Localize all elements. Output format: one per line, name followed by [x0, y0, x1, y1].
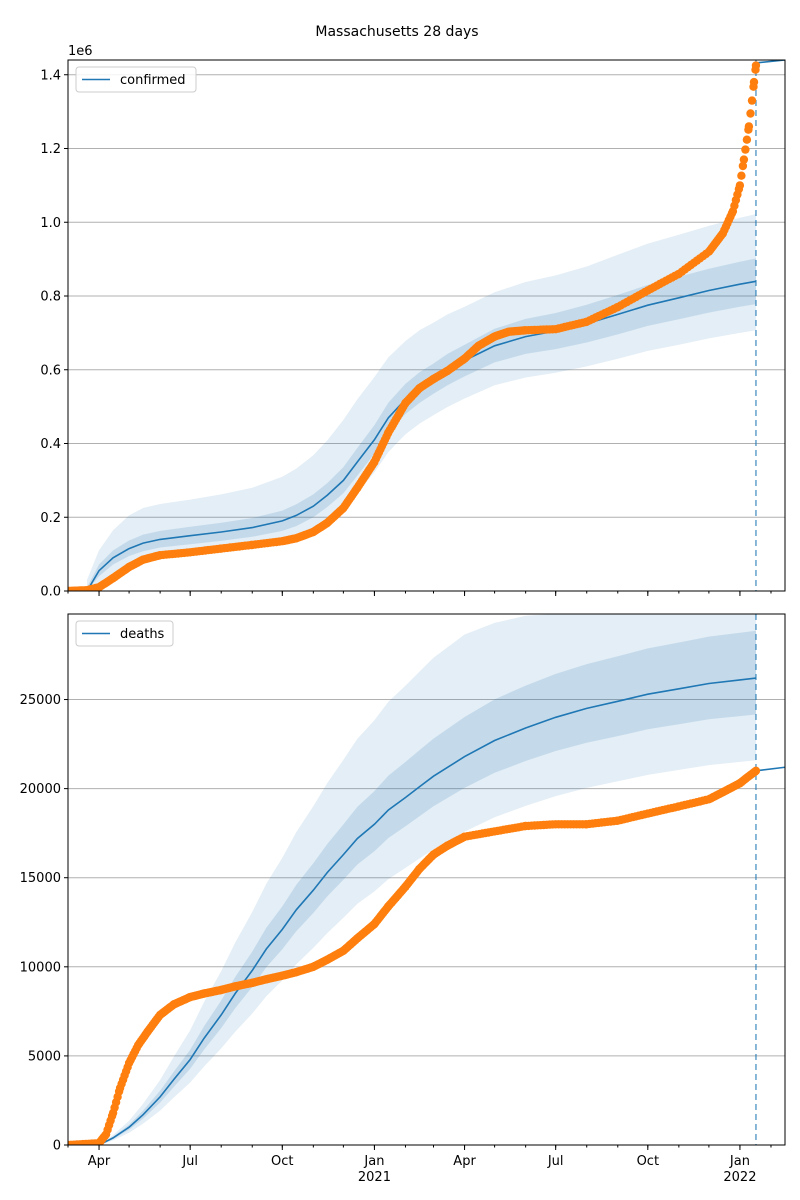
legend: confirmed	[75, 66, 197, 93]
x-tick-label: Jan	[729, 1154, 750, 1169]
y-tick-label: 0.2	[40, 511, 61, 526]
x-tick-label: Apr	[88, 1154, 111, 1169]
x-tick-year-label: 2022	[723, 1170, 756, 1185]
axes-frame	[67, 613, 786, 1146]
plot-area	[68, 60, 785, 591]
observed-point	[739, 155, 749, 164]
y-tick-label: 15000	[20, 871, 61, 886]
observed-point	[751, 61, 761, 70]
y-tick-label: 0.8	[40, 290, 61, 305]
y-tick-label: 20000	[20, 782, 61, 797]
confirmed-panel: 0.0 0.2 0.4 0.6 0.8 1.0 1.2 1.4 1e6 confirmed	[40, 44, 786, 600]
x-tick-label: Jul	[547, 1154, 564, 1169]
legend-box	[75, 66, 197, 93]
y-tick-label: 0.4	[40, 437, 61, 452]
y-multiplier-label: 1e6	[68, 44, 93, 59]
uncertainty-band-90	[99, 614, 756, 1145]
observed-point	[749, 77, 759, 87]
observed-series	[68, 766, 761, 1145]
y-tick-label: 1.0	[40, 216, 61, 231]
observed-point	[742, 135, 752, 144]
forecast-line	[755, 766, 785, 772]
uncertainty-band-50	[99, 630, 756, 1145]
legend-label: confirmed	[120, 73, 186, 88]
x-tick-year-label: 2021	[358, 1170, 391, 1185]
observed-series	[68, 61, 761, 591]
x-tick-label: Apr	[453, 1154, 476, 1169]
chart-title: Massachusetts 28 days	[315, 24, 478, 40]
y-tick-label: 0.0	[40, 585, 61, 600]
observed-point	[747, 96, 757, 105]
y-tick-label: 0.6	[40, 363, 61, 378]
model-median-line	[86, 280, 757, 591]
y-tick-label: 25000	[20, 693, 61, 708]
observed-point	[744, 122, 754, 131]
y-tick-label: 5000	[28, 1049, 61, 1064]
observed-point	[738, 161, 748, 171]
observed-point	[741, 145, 750, 154]
plot-area	[68, 614, 785, 1145]
legend-box	[75, 620, 174, 647]
axes-frame	[67, 59, 786, 592]
y-tick-label: 1.2	[40, 142, 61, 157]
legend: deaths	[75, 620, 174, 647]
x-tick-label: Jan	[363, 1154, 384, 1169]
y-tick-label: 0	[53, 1139, 61, 1154]
model-median-line	[98, 677, 757, 1145]
y-tick-label: 10000	[20, 960, 61, 975]
observed-point	[746, 109, 755, 118]
legend-label: deaths	[120, 627, 165, 642]
uncertainty-band-50	[87, 258, 756, 591]
observed-point	[751, 766, 761, 776]
x-tick-label: Oct	[271, 1154, 293, 1169]
x-tick-label: Oct	[637, 1154, 659, 1169]
x-tick-label: Jul	[181, 1154, 198, 1169]
uncertainty-band-90	[87, 214, 756, 591]
y-tick-label: 1.4	[40, 68, 61, 83]
observed-point	[737, 171, 746, 180]
observed-point	[735, 181, 745, 190]
